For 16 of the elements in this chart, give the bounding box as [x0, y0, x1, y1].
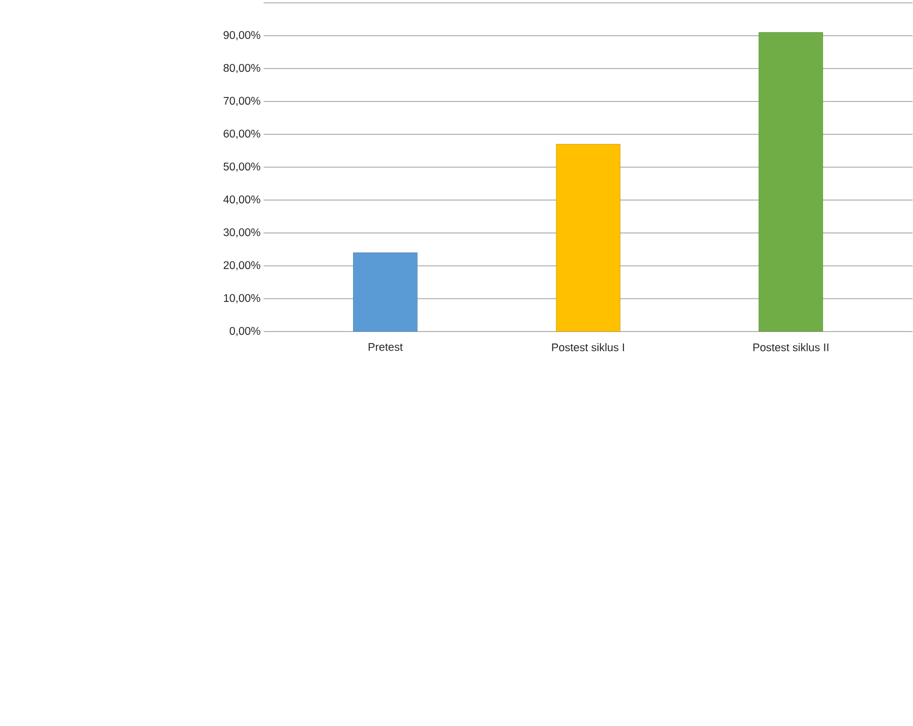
- bar: [353, 252, 418, 332]
- y-tick-label: 70,00%: [224, 96, 260, 106]
- bar: [556, 144, 620, 332]
- x-tick-label: Postest siklus I: [552, 343, 624, 352]
- x-tick-label: Postest siklus II: [753, 343, 828, 352]
- x-tick-label: Pretest: [368, 343, 403, 351]
- y-tick-label: 40,00%: [223, 195, 260, 205]
- y-tick-label: 20,00%: [224, 261, 260, 270]
- y-tick-label: 0,00%: [230, 326, 260, 336]
- y-tick-label: 60,00%: [224, 130, 260, 139]
- y-tick-label: 10,00%: [224, 294, 260, 304]
- y-tick-label: 50,00%: [224, 162, 260, 172]
- y-tick-label: 90,00%: [224, 31, 260, 40]
- bar: [758, 32, 824, 332]
- y-tick-label: 80,00%: [224, 64, 260, 74]
- y-tick-label: 30,00%: [224, 228, 260, 238]
